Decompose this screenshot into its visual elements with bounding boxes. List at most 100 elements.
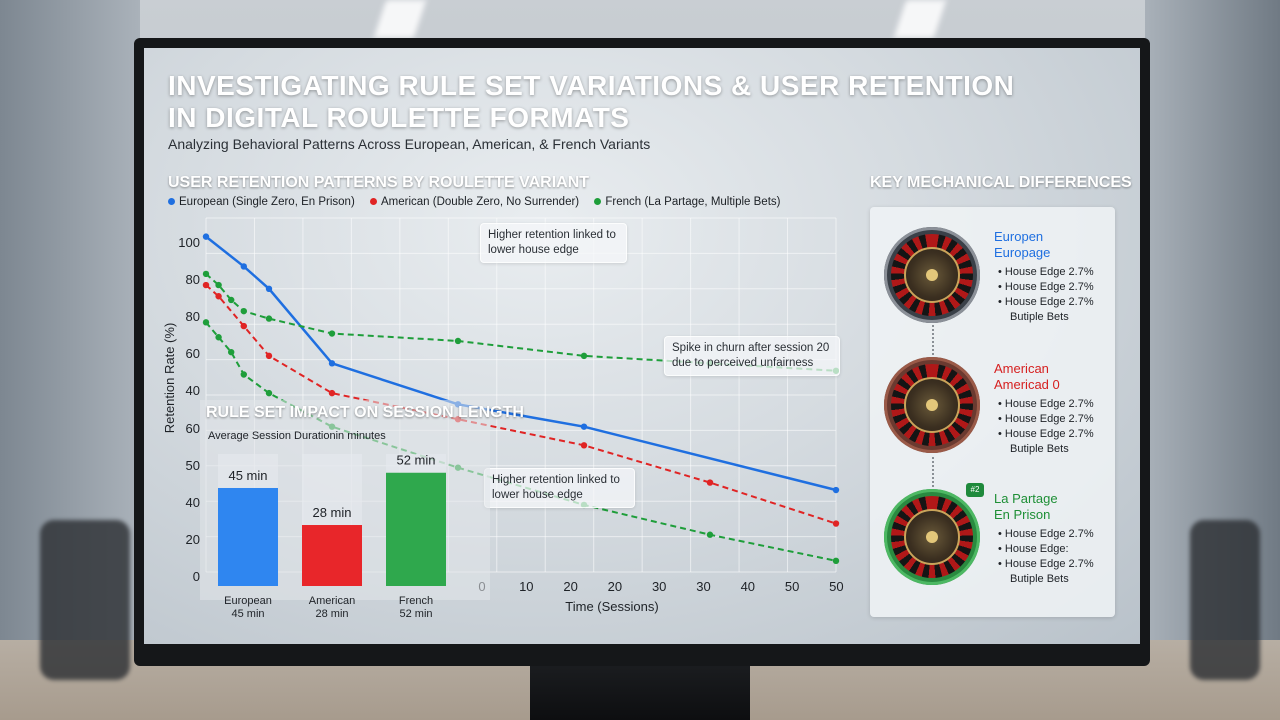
x-tick-label: 20 — [608, 579, 622, 594]
dashboard-screen: INVESTIGATING RULE SET VARIATIONS & USER… — [144, 48, 1140, 644]
bar-chart-title: RULE SET IMPACT ON SESSION LENGTH — [206, 404, 524, 421]
data-point — [706, 531, 714, 538]
page-title: INVESTIGATING RULE SET VARIATIONS & USER… — [168, 70, 1015, 133]
data-point — [265, 352, 273, 360]
variant-extra: Butiple Bets — [1010, 311, 1069, 323]
bar-y-tick-label: 60 — [186, 421, 200, 436]
series-line-1 — [205, 284, 837, 525]
legend-dot-american — [370, 198, 377, 206]
x-tick-label: 40 — [741, 579, 755, 594]
bar-category-label: European — [224, 595, 272, 607]
data-point — [454, 337, 462, 345]
bar-chart-y-ticks: 60 50 40 20 0 — [186, 421, 200, 584]
callout-bottom: Higher retention linked to lower house e… — [484, 468, 635, 508]
variant-bullets: House Edge 2.7% House Edge 2.7% House Ed… — [998, 397, 1094, 442]
bar-y-tick-label: 40 — [186, 495, 200, 510]
bar-sub-label: 45 min — [231, 608, 264, 620]
bar-chart-subtitle: Average Session Durationin minutes — [208, 430, 386, 442]
data-point — [215, 334, 222, 341]
bar-category-label: American — [309, 595, 355, 607]
variant-bullets: House Edge 2.7% House Edge: House Edge 2… — [998, 527, 1094, 572]
x-axis-label: Time (Sessions) — [565, 599, 658, 614]
y-axis-label: Retention Rate (%) — [162, 323, 177, 434]
callout-top: Higher retention linked to lower house e… — [480, 223, 627, 263]
data-point — [580, 423, 588, 430]
roulette-wheel-icon — [884, 357, 980, 453]
data-point — [202, 270, 210, 278]
bar-y-tick-label: 50 — [186, 458, 200, 473]
bar-sub-label: 28 min — [315, 608, 348, 620]
data-point — [240, 307, 247, 315]
legend-item-european: European (Single Zero, En Prison) — [168, 196, 355, 208]
bar-value-label: 28 min — [312, 505, 351, 520]
legend-label: French (La Partage, Multiple Bets) — [605, 196, 781, 208]
data-point — [228, 296, 235, 304]
variant-extra: Butiple Bets — [1010, 573, 1069, 585]
bar-sub-label: 52 min — [399, 608, 432, 620]
variant-name: La Partage En Prison — [994, 491, 1058, 522]
data-point — [580, 442, 588, 449]
line-chart-y-ticks: 100 80 80 60 40 — [178, 235, 200, 398]
legend-dot-european — [168, 198, 175, 206]
data-point — [832, 557, 840, 565]
data-point — [240, 371, 247, 378]
data-point — [215, 293, 222, 300]
ceiling-light — [893, 0, 947, 38]
data-point — [215, 281, 222, 289]
x-tick-label: 10 — [519, 579, 533, 594]
connector-line — [932, 325, 934, 355]
key-differences-title: KEY MECHANICAL DIFFERENCES — [870, 174, 1132, 191]
x-tick-label: 50 — [829, 579, 843, 594]
bullet-item: House Edge 2.7% — [998, 527, 1094, 542]
data-point — [240, 263, 247, 270]
data-point — [706, 479, 714, 486]
variant-badge: #2 — [966, 483, 984, 497]
bar-y-tick-label: 20 — [186, 532, 200, 547]
legend-item-american: American (Double Zero, No Surrender) — [370, 196, 579, 208]
variant-name: American Americad 0 — [994, 361, 1060, 392]
data-point — [202, 319, 210, 326]
data-point — [202, 281, 210, 289]
bar-y-tick-label: 0 — [193, 569, 200, 584]
background-chair — [1190, 520, 1260, 680]
chart-legend: European (Single Zero, En Prison) Americ… — [168, 196, 792, 208]
x-tick-label: 30 — [696, 579, 710, 594]
background-chair — [40, 520, 130, 680]
data-point — [580, 352, 588, 360]
variant-bullets: House Edge 2.7% House Edge 2.7% House Ed… — [998, 265, 1094, 310]
ceiling-light — [373, 0, 427, 38]
callout-spike: Spike in churn after session 20 due to p… — [664, 336, 840, 376]
y-tick-label: 80 — [186, 309, 200, 324]
bar-category-label: French — [399, 595, 433, 607]
bullet-item: House Edge 2.7% — [998, 295, 1094, 310]
data-point — [328, 389, 336, 397]
bar-value-label: 45 min — [228, 468, 267, 483]
legend-label: American (Double Zero, No Surrender) — [381, 196, 580, 208]
legend-item-french: French (La Partage, Multiple Bets) — [594, 196, 780, 208]
data-point — [832, 486, 840, 494]
page-subtitle: Analyzing Behavioral Patterns Across Eur… — [168, 136, 651, 152]
data-point — [265, 389, 273, 397]
data-point — [328, 360, 336, 367]
bullet-item: House Edge 2.7% — [998, 265, 1094, 280]
data-point — [202, 233, 210, 240]
monitor-stand — [530, 664, 750, 720]
bar-french — [386, 472, 446, 586]
bullet-item: House Edge 2.7% — [998, 280, 1094, 295]
legend-label: European (Single Zero, En Prison) — [179, 196, 355, 208]
y-tick-label: 60 — [186, 346, 200, 361]
data-point — [228, 348, 235, 356]
data-point — [265, 285, 273, 292]
roulette-wheel-icon: #2 — [884, 483, 984, 585]
data-point — [328, 330, 336, 337]
bullet-item: House Edge: — [998, 542, 1094, 557]
data-point — [265, 315, 273, 322]
x-tick-label: 20 — [563, 579, 577, 594]
